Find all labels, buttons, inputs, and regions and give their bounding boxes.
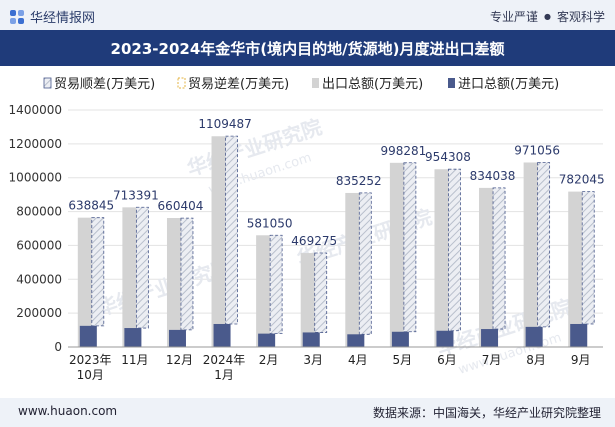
import-bar bbox=[79, 325, 97, 347]
import-bar bbox=[302, 332, 320, 347]
surplus-data-label: 782045 bbox=[559, 173, 605, 187]
surplus-bar bbox=[314, 252, 328, 333]
import-bar bbox=[570, 323, 588, 347]
surplus-bar bbox=[269, 234, 283, 335]
x-tick-label: 5月 bbox=[393, 353, 413, 367]
legend-swatch-import bbox=[448, 78, 455, 88]
legend-swatch-surplus bbox=[43, 77, 52, 89]
chart: 贸易顺差(万美元) 贸易逆差(万美元) 出口总额(万美元) 进口总额(万美元) 华经产… bbox=[9, 76, 605, 382]
surplus-bar bbox=[135, 206, 149, 329]
slogan-left: 专业严谨 bbox=[489, 10, 538, 24]
surplus-bar bbox=[403, 162, 417, 333]
surplus-data-label: 469275 bbox=[291, 234, 337, 248]
x-tick-label: 7月 bbox=[482, 353, 502, 367]
brand-name: 华经情报网 bbox=[30, 11, 96, 26]
surplus-data-label: 1109487 bbox=[198, 117, 251, 131]
y-tick-label: 800000 bbox=[16, 205, 62, 219]
import-bar bbox=[525, 326, 543, 347]
surplus-data-label: 835252 bbox=[336, 174, 382, 188]
x-tick-label: 11月 bbox=[121, 353, 148, 367]
surplus-bar bbox=[91, 217, 105, 327]
x-tick-label: 12月 bbox=[166, 353, 193, 367]
surplus-data-label: 834038 bbox=[470, 169, 516, 183]
import-bar bbox=[124, 328, 142, 347]
legend-label: 贸易顺差(万美元) bbox=[54, 77, 155, 92]
legend-label: 进口总额(万美元) bbox=[458, 77, 559, 92]
surplus-bar bbox=[537, 162, 551, 328]
x-tick-label: 2024年 bbox=[203, 353, 246, 367]
surplus-bar bbox=[358, 192, 372, 335]
y-tick-label: 1400000 bbox=[9, 103, 62, 117]
surplus-bar bbox=[492, 187, 506, 330]
footer-website-link[interactable]: www.huaon.com bbox=[18, 404, 118, 418]
legend-swatch-export bbox=[312, 78, 319, 88]
import-bar bbox=[481, 329, 499, 347]
axes: 0 200000 400000 600000 800000 1000000 1200000 1… bbox=[9, 103, 603, 382]
legend-label: 贸易逆差(万美元) bbox=[188, 76, 289, 92]
surplus-data-label: 971056 bbox=[514, 143, 560, 157]
surplus-data-label: 713391 bbox=[113, 188, 159, 202]
x-tick-label: 2023年 bbox=[69, 353, 112, 367]
x-tick-label: 3月 bbox=[303, 353, 323, 367]
surplus-data-label: 581050 bbox=[247, 216, 293, 230]
import-bar bbox=[347, 334, 365, 347]
y-tick-label: 200000 bbox=[16, 306, 62, 320]
surplus-bar bbox=[448, 168, 461, 332]
import-bar bbox=[258, 333, 276, 347]
x-tick-label: 2月 bbox=[259, 353, 279, 367]
x-tick-label: 8月 bbox=[526, 353, 546, 367]
surplus-data-label: 660404 bbox=[158, 199, 204, 213]
surplus-bar bbox=[180, 217, 194, 331]
y-tick-label: 600000 bbox=[16, 238, 62, 252]
footer: www.huaon.com 数据来源：中国海关，华经产业研究院整理 bbox=[0, 398, 615, 427]
brand-logo-icon bbox=[10, 9, 24, 24]
y-tick-label: 400000 bbox=[16, 272, 62, 286]
grid bbox=[68, 109, 603, 314]
y-tick-label: 0 bbox=[54, 340, 62, 354]
import-bar bbox=[168, 329, 186, 347]
bars bbox=[77, 135, 595, 347]
y-tick-label: 1000000 bbox=[9, 171, 62, 185]
x-tick-label: 4月 bbox=[348, 353, 368, 367]
x-tick-label: 10月 bbox=[77, 368, 104, 382]
y-tick-label: 1200000 bbox=[9, 137, 62, 151]
legend-swatch-deficit bbox=[177, 77, 186, 89]
brand-slogan: 专业严谨 ● 客观科学 bbox=[490, 8, 605, 25]
surplus-data-label: 954308 bbox=[425, 150, 471, 164]
surplus-data-label: 998281 bbox=[380, 144, 426, 158]
x-tick-label: 6月 bbox=[437, 353, 457, 367]
legend-label: 出口总额(万美元) bbox=[322, 77, 423, 92]
surplus-data-label: 638845 bbox=[68, 199, 114, 213]
x-tick-label: 1月 bbox=[214, 368, 234, 382]
chart-title: 2023-2024年金华市(境内目的地/货源地)月度进出口差额 bbox=[110, 39, 505, 58]
x-tick-label: 9月 bbox=[571, 353, 591, 367]
import-bar bbox=[391, 331, 409, 347]
top-bar: 华经情报网 专业严谨 ● 客观科学 bbox=[0, 0, 615, 30]
surplus-bar bbox=[225, 135, 238, 325]
slogan-separator-icon: ● bbox=[544, 12, 551, 21]
footer-source: 数据来源：中国海关，华经产业研究院整理 bbox=[372, 406, 601, 420]
slogan-right: 客观科学 bbox=[556, 10, 605, 24]
legend: 贸易顺差(万美元) 贸易逆差(万美元) 出口总额(万美元) 进口总额(万美元) bbox=[43, 76, 559, 92]
import-bar bbox=[213, 323, 231, 347]
title-banner: 2023-2024年金华市(境内目的地/货源地)月度进出口差额 bbox=[0, 30, 615, 66]
import-bar bbox=[436, 330, 454, 347]
brand[interactable]: 华经情报网 bbox=[10, 7, 95, 26]
surplus-bar bbox=[581, 191, 595, 325]
